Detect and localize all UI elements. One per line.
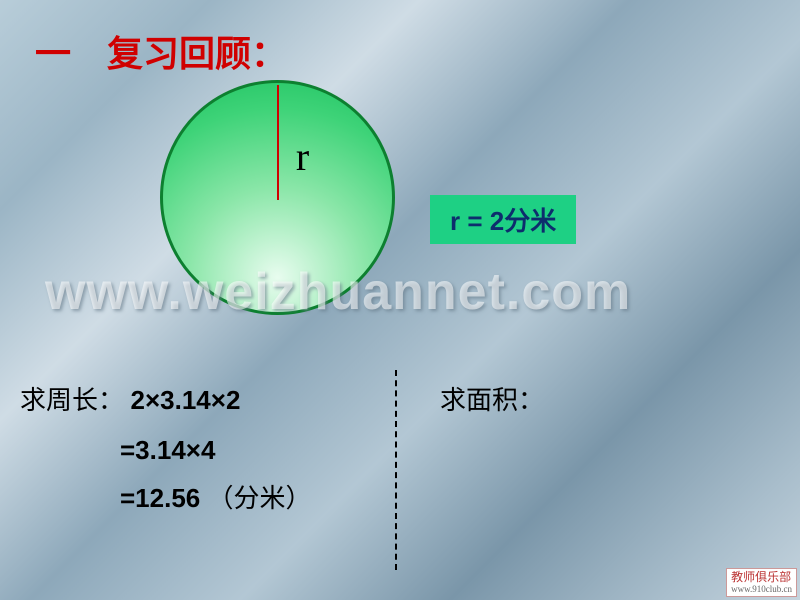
perimeter-unit: （分米） xyxy=(207,484,311,513)
perimeter-section: 求周长： 2×3.14×2 =3.14×4 =12.56 （分米） xyxy=(20,380,312,527)
radius-line xyxy=(277,85,279,200)
vertical-divider xyxy=(395,370,397,570)
radius-value-box: r = 2分米 xyxy=(430,195,576,244)
badge-sub: www.910club.cn xyxy=(731,584,792,595)
perimeter-step: =3.14×4 xyxy=(120,435,312,466)
watermark-text: www.weizhuannet.com xyxy=(45,262,631,322)
radius-label: r xyxy=(296,133,309,180)
source-badge: 教师俱乐部 www.910club.cn xyxy=(726,568,797,597)
perimeter-result: =12.56 xyxy=(120,483,200,513)
area-label: 求面积： xyxy=(440,386,544,415)
slide-title: 一 复习回顾： xyxy=(35,25,287,77)
area-section: 求面积： xyxy=(440,380,544,417)
perimeter-expression: 2×3.14×2 xyxy=(131,385,241,415)
badge-main: 教师俱乐部 xyxy=(731,570,791,584)
perimeter-label: 求周长： xyxy=(20,386,124,415)
